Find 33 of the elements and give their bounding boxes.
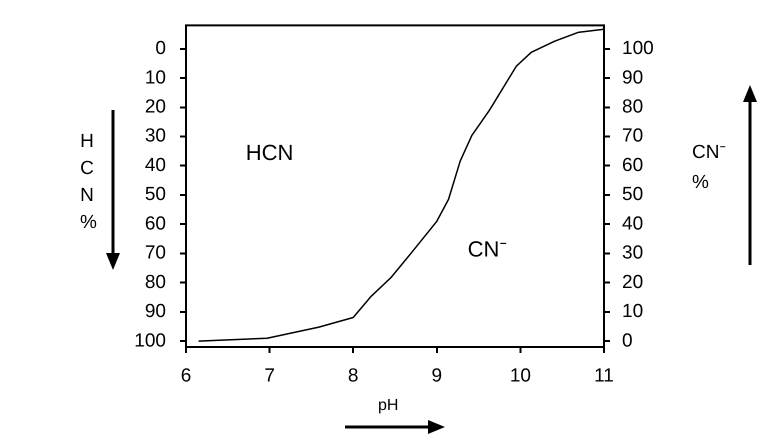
y-tick-label: 50 — [144, 184, 166, 206]
y-axis-title: HCN % — [80, 130, 97, 235]
y2-tick-label: 80 — [622, 96, 644, 118]
x-tick-label: 10 — [510, 366, 531, 387]
y-tick-label: 60 — [144, 213, 166, 234]
y2-tick-label: 0 — [622, 330, 633, 352]
y-tick-label: 30 — [144, 126, 166, 147]
y2-tick-label: 10 — [622, 301, 644, 322]
y2-tick-label: 70 — [622, 126, 644, 147]
y2-tick-label: 100 — [622, 38, 654, 60]
y-tick-label: 80 — [144, 272, 166, 293]
x-tick-label: 8 — [348, 366, 358, 387]
y2-tick-label: 30 — [622, 242, 644, 264]
y-tick-label: 20 — [144, 96, 166, 118]
y-tick-label: 100 — [134, 330, 166, 352]
y-tick-label: 10 — [144, 67, 166, 88]
y2-tick-label: 60 — [622, 154, 644, 176]
y2-axis-title: CN⁻ % — [692, 141, 726, 195]
y2-tick-label: 20 — [622, 272, 644, 293]
y2-tick-label: 90 — [622, 67, 644, 88]
x-tick-label: 9 — [432, 366, 442, 387]
x-tick-label: 11 — [594, 366, 614, 387]
y2-tick-label: 50 — [622, 184, 644, 206]
annotation: CN⁻ — [468, 236, 506, 262]
y-tick-label: 0 — [155, 38, 166, 60]
y-tick-label: 40 — [144, 154, 166, 176]
y-tick-label: 90 — [144, 301, 166, 322]
y2-tick-label: 40 — [622, 213, 644, 234]
annotation: HCN — [246, 140, 294, 166]
x-tick-label: 7 — [264, 366, 275, 387]
x-axis-title: pH — [378, 397, 398, 415]
x-tick-label: 6 — [180, 366, 192, 387]
y-tick-label: 70 — [144, 242, 166, 264]
